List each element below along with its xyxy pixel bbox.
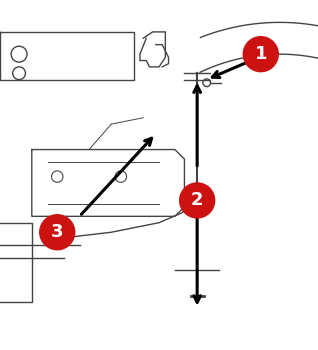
Text: 3: 3 bbox=[51, 223, 64, 241]
Text: 1: 1 bbox=[254, 45, 267, 63]
Circle shape bbox=[180, 183, 215, 218]
Text: 2: 2 bbox=[191, 191, 204, 209]
Circle shape bbox=[243, 37, 278, 72]
Circle shape bbox=[40, 215, 75, 250]
